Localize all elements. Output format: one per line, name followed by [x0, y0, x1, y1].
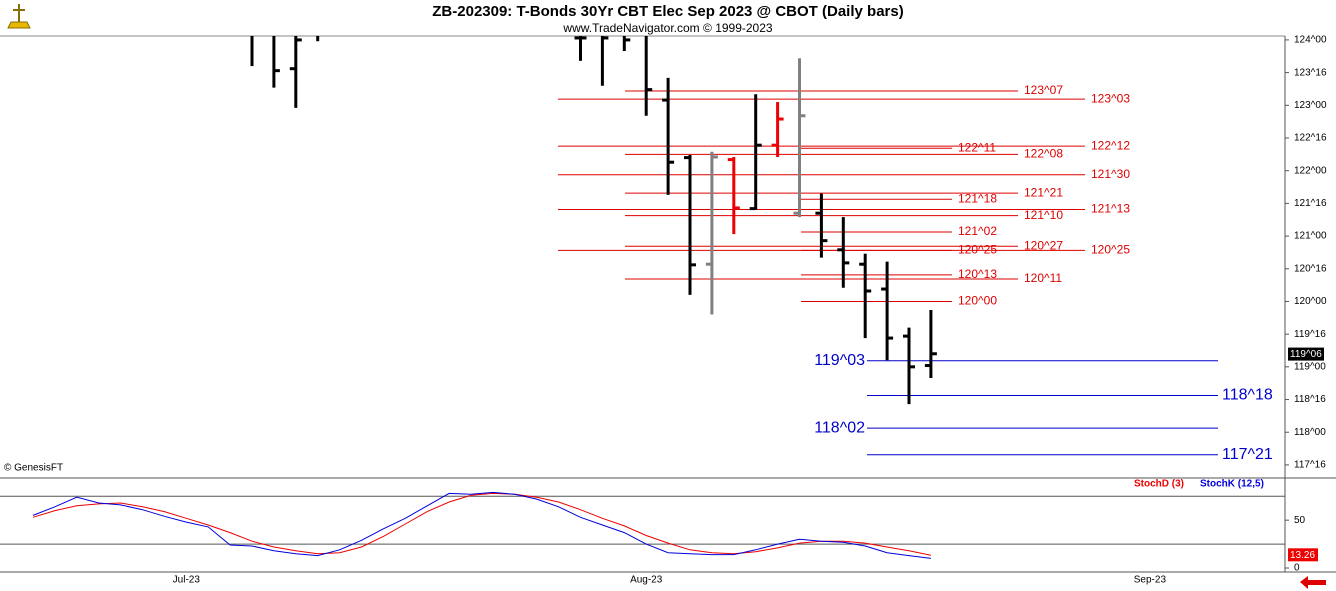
level-label: 122^08: [1024, 147, 1063, 161]
level-label: 120^13: [958, 267, 997, 281]
legend-entry: StochD (3): [1134, 479, 1184, 490]
stoch-line: [32, 492, 932, 556]
level-label: 121^30: [1091, 167, 1130, 181]
y-tick-label: 123^00: [1294, 100, 1327, 111]
level-label: 121^13: [1091, 202, 1130, 216]
level-label: 120^27: [1024, 238, 1063, 252]
level-label: 120^11: [1024, 271, 1062, 285]
y-tick-label: 120^00: [1294, 296, 1327, 307]
stoch-line: [32, 491, 931, 559]
level-label: 121^02: [958, 224, 997, 238]
last-value-label: 13.26: [1290, 550, 1315, 561]
y-tick-label: 118^16: [1294, 394, 1326, 405]
level-label: 123^07: [1024, 83, 1063, 97]
chart-title: ZB-202309: T-Bonds 30Yr CBT Elec Sep 202…: [432, 3, 903, 20]
y-tick-label: 121^00: [1294, 231, 1327, 242]
price-area: 123^07 123^03 122^12 122^11 122^08 121^30 121^…: [250, 36, 1273, 463]
legend-entry: StochK (12,5): [1200, 479, 1264, 490]
level-label: 121^10: [1024, 208, 1063, 222]
y-tick-label: 121^16: [1294, 198, 1327, 209]
last-value-box: [1288, 548, 1318, 562]
chart-subtitle: www.TradeNavigator.com © 1999-2023: [562, 21, 772, 35]
last-price-label: 119^06: [1290, 349, 1322, 360]
y-tick-label: 119^16: [1294, 329, 1326, 340]
y-tick-label: 0: [1294, 563, 1300, 574]
level-label: 121^21: [1024, 185, 1063, 199]
level-label: 117^21: [1222, 446, 1273, 463]
y-tick-label: 123^16: [1294, 67, 1327, 78]
level-label: 121^18: [958, 191, 997, 205]
level-label: 123^03: [1091, 91, 1130, 105]
y-tick-label: 122^00: [1294, 165, 1327, 176]
scroll-arrow[interactable]: [1300, 576, 1326, 589]
level-label: 120^25: [958, 243, 997, 257]
level-label: 118^02: [814, 419, 865, 436]
level-label: 120^00: [958, 294, 997, 308]
y-tick-label: 119^00: [1294, 361, 1326, 372]
last-price-box: [1288, 347, 1324, 361]
y-tick-label: 122^16: [1294, 133, 1327, 144]
x-tick-label: Sep-23: [1134, 575, 1167, 586]
x-tick-label: Aug-23: [630, 575, 663, 586]
y-tick-label: 117^16: [1294, 460, 1326, 471]
level-label: 122^11: [958, 140, 996, 154]
logo: [7, 4, 31, 29]
y-tick-label: 50: [1294, 515, 1306, 526]
credit: © GenesisFT: [4, 463, 63, 474]
level-label: 120^25: [1091, 243, 1130, 257]
level-label: 122^12: [1091, 138, 1130, 152]
level-label: 119^03: [814, 352, 865, 369]
level-label: 118^18: [1222, 387, 1273, 404]
y-tick-label: 118^00: [1294, 427, 1326, 438]
y-tick-label: 120^16: [1294, 263, 1327, 274]
x-tick-label: Jul-23: [173, 575, 201, 586]
y-tick-label: 124^00: [1294, 35, 1327, 46]
